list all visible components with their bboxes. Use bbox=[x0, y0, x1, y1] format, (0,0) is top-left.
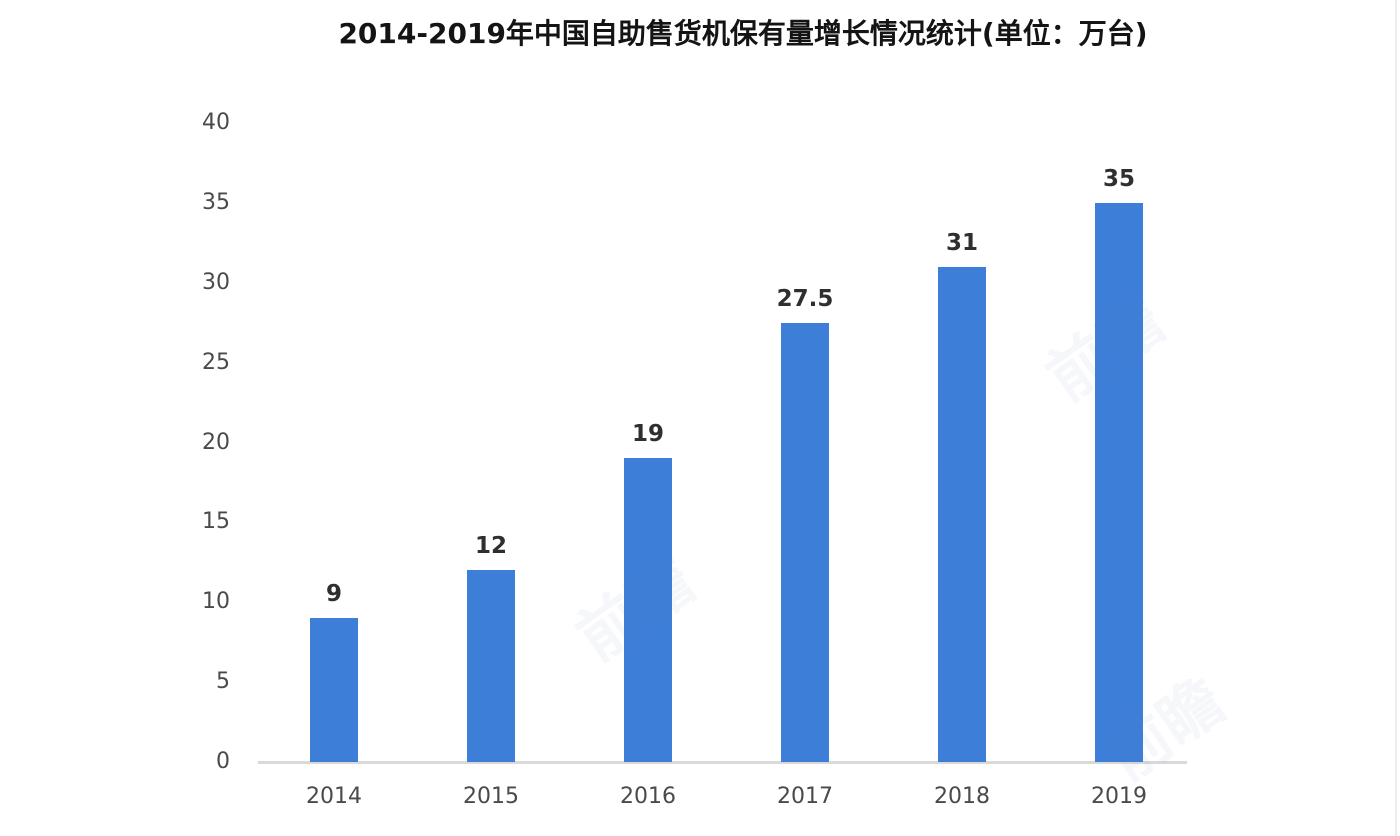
bar-2014 bbox=[310, 618, 358, 762]
image-edge-line bbox=[1395, 0, 1397, 836]
bar-2017 bbox=[781, 322, 829, 762]
bar-value-label: 9 bbox=[325, 581, 342, 608]
bar-2019 bbox=[1095, 202, 1143, 762]
bar-value-label: 12 bbox=[474, 533, 507, 560]
y-axis-tick-label: 20 bbox=[202, 429, 230, 455]
chart-title: 2014-2019年中国自助售货机保有量增长情况统计(单位：万台) bbox=[338, 17, 1148, 50]
x-axis-tick-label: 2014 bbox=[306, 784, 362, 809]
bar-value-label: 35 bbox=[1102, 165, 1135, 192]
bar-value-label: 19 bbox=[631, 421, 664, 448]
x-axis-tick-label: 2019 bbox=[1091, 784, 1147, 809]
x-axis-tick-label: 2016 bbox=[620, 784, 676, 809]
y-axis-tick-label: 5 bbox=[216, 669, 230, 695]
y-axis-tick-label: 10 bbox=[202, 589, 230, 615]
x-axis-line bbox=[258, 761, 1187, 764]
y-axis-tick-label: 35 bbox=[202, 189, 230, 215]
y-axis-tick-label: 25 bbox=[202, 349, 230, 375]
bar-2018 bbox=[938, 266, 986, 762]
bar-2016 bbox=[624, 458, 672, 762]
y-axis-tick-label: 30 bbox=[202, 269, 230, 295]
y-axis-tick-label: 15 bbox=[202, 509, 230, 535]
x-axis-tick-label: 2018 bbox=[934, 784, 990, 809]
y-axis-tick-label: 40 bbox=[202, 110, 230, 135]
x-axis-tick-label: 2015 bbox=[463, 784, 519, 809]
y-axis-tick-label: 0 bbox=[216, 749, 230, 774]
bar-2015 bbox=[467, 570, 515, 762]
x-axis-tick-label: 2017 bbox=[777, 784, 833, 809]
bar-value-label: 31 bbox=[945, 229, 978, 256]
bar-value-label: 27.5 bbox=[776, 285, 834, 312]
